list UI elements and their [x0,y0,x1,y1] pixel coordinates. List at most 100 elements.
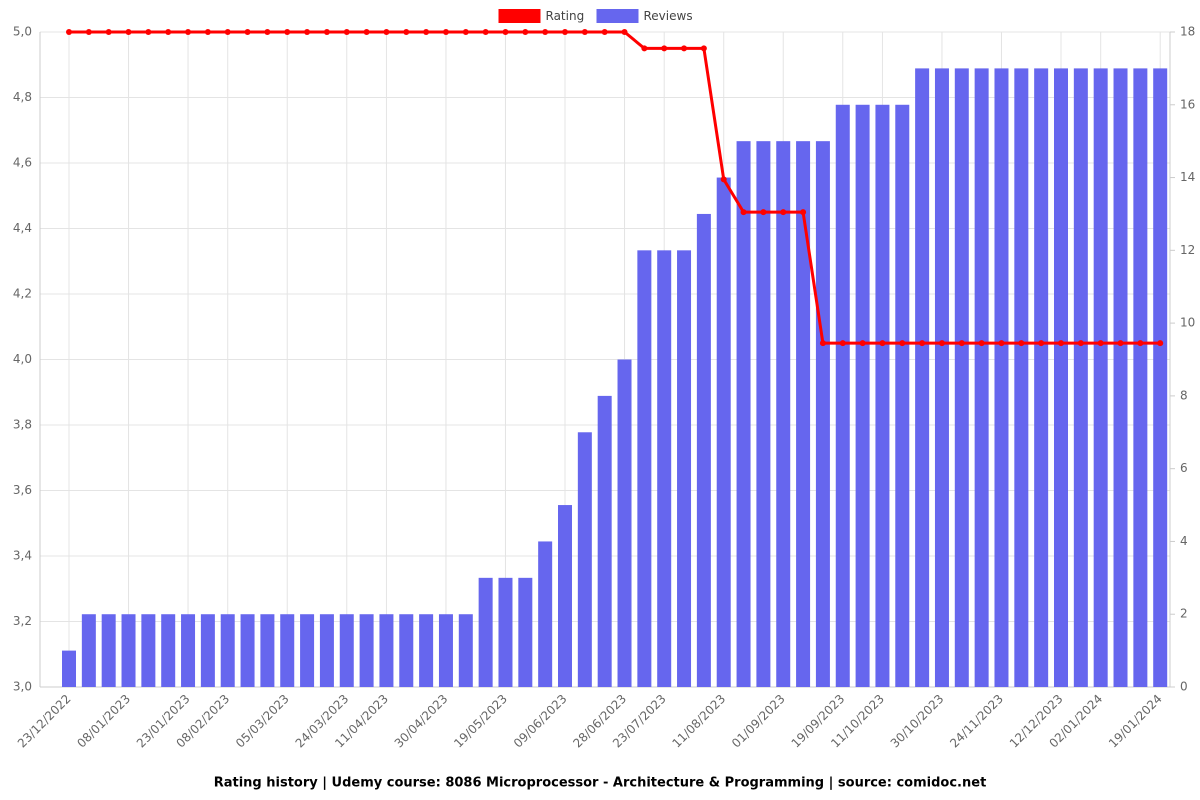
y2-tick-label: 12 [1180,243,1195,257]
bar [954,68,969,687]
y-tick-label: 4,8 [13,90,32,104]
bar [200,614,215,687]
bar [934,68,949,687]
point [1097,340,1104,347]
bar [835,104,850,688]
bar [756,141,771,687]
point [343,29,350,35]
bar [498,577,513,687]
point [661,45,668,52]
point [601,29,608,35]
point [562,29,568,35]
point [919,340,926,347]
bar [597,395,612,687]
point [760,209,767,216]
point [800,209,807,216]
point [899,340,906,347]
bar [319,614,334,687]
point [502,29,509,35]
bar [1054,68,1068,687]
y-tick-label: 3,2 [13,614,32,628]
y-tick-label: 5,0 [13,25,32,39]
bar [974,68,989,687]
point [978,340,985,347]
bar [300,614,315,687]
legend-text: Rating [546,9,585,23]
bar [1073,68,1088,687]
bar [438,614,453,687]
point [1038,340,1045,347]
legend-text: Reviews [644,9,693,23]
point [423,29,430,35]
point [621,29,628,35]
point [1117,340,1124,347]
bar [379,614,394,687]
point [522,29,529,35]
y2-tick-label: 16 [1180,97,1195,111]
point [85,29,92,35]
y-tick-label: 3,0 [13,680,32,694]
bar [577,432,592,687]
point [185,29,192,35]
bar [538,541,553,687]
point [482,29,489,35]
legend-swatch [498,9,541,23]
point [244,29,251,35]
bar [915,68,930,687]
bar [161,614,176,687]
bar [994,68,1009,687]
x-tick-label: 30/04/2023 [392,692,451,751]
point [839,340,846,347]
point [1077,340,1084,347]
bar [339,614,354,687]
point [641,45,648,52]
point [859,340,866,347]
bar [240,614,255,687]
bar [419,614,434,687]
bar [220,614,235,687]
point [442,29,449,35]
point [1137,340,1144,347]
bar [1093,68,1108,687]
y-tick-label: 4,0 [13,352,32,366]
bar [875,104,890,688]
y-tick-label: 4,6 [13,156,32,170]
point [681,45,688,52]
point [700,45,707,52]
bar [1014,68,1029,687]
bar [1113,68,1128,687]
x-tick-label: 19/05/2023 [451,692,510,751]
bar [696,213,711,687]
point [264,29,271,35]
point [1058,340,1064,347]
point [819,340,826,347]
y2-tick-label: 2 [1180,607,1188,621]
point [462,29,469,35]
point [998,340,1005,347]
bar [657,250,672,688]
point [105,29,112,35]
point [780,209,787,216]
legend-swatch [596,9,639,23]
point [581,29,588,35]
point [879,340,886,347]
y2-tick-label: 4 [1180,534,1188,548]
x-tick-label: 24/11/2023 [947,692,1006,751]
bar [260,614,275,687]
bar [62,650,76,687]
point [125,29,132,35]
x-tick-label: 30/10/2023 [888,692,947,751]
point [66,29,72,35]
bar [716,177,731,688]
x-tick-label: 08/01/2023 [74,692,133,751]
point [958,340,965,347]
x-tick-label: 19/01/2024 [1106,692,1165,751]
point [740,209,747,216]
x-tick-label: 01/09/2023 [729,692,788,751]
y2-tick-label: 0 [1180,680,1188,694]
bar [141,614,156,687]
bar [736,141,751,687]
bar [776,141,791,687]
point [1157,340,1164,347]
